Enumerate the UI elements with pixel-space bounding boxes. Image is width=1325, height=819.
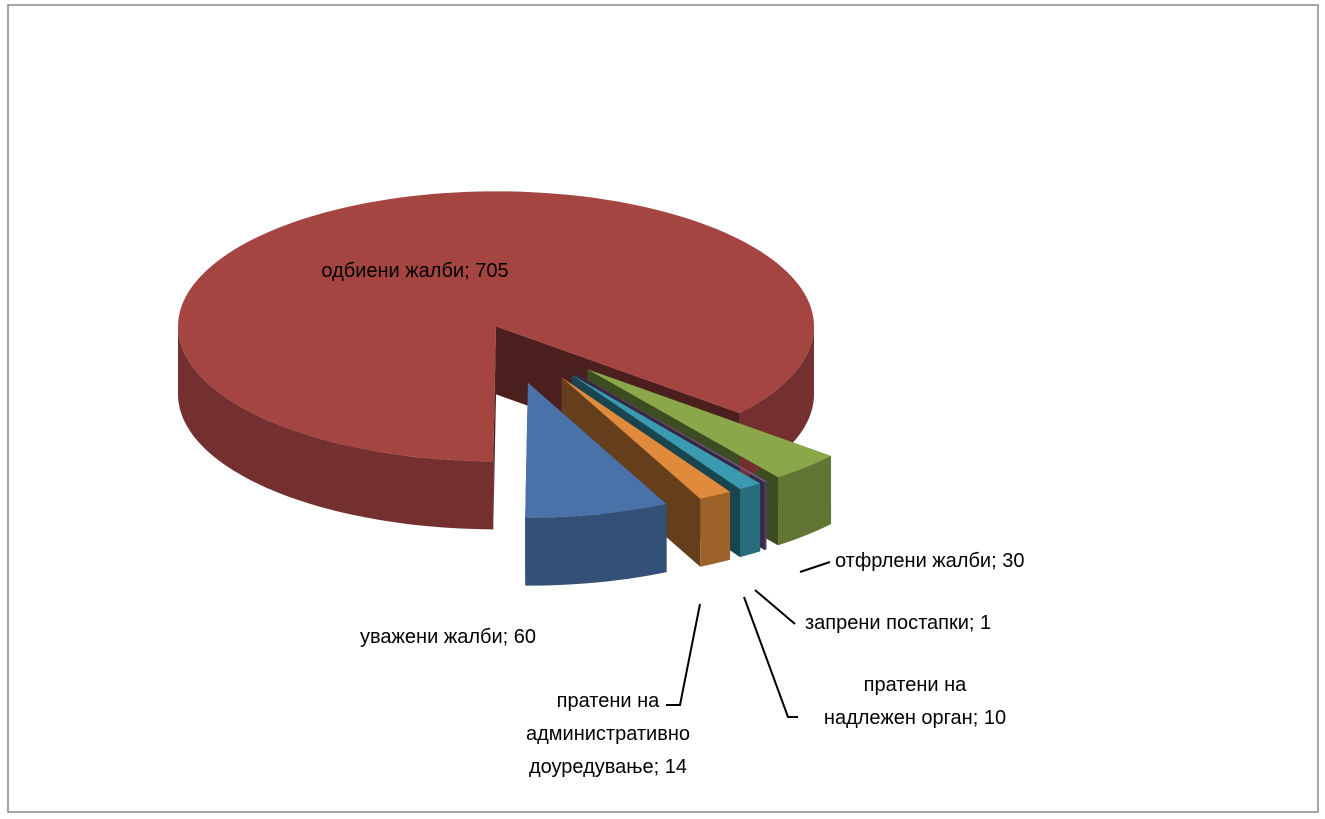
slice (525, 382, 667, 518)
leader-line (666, 603, 701, 706)
data-label: уважени жалби; 60 (360, 626, 536, 648)
slice-side (525, 504, 667, 586)
slice (571, 374, 761, 490)
slice (587, 369, 832, 478)
slice-side (700, 491, 731, 567)
leader-line (754, 589, 796, 625)
data-label: пратени на административно доуредување; 14 (526, 690, 690, 778)
slice (178, 191, 815, 462)
slice-side (178, 326, 494, 530)
data-label: пратени на надлежен орган; 10 (824, 674, 1006, 729)
pie-tops (178, 191, 832, 518)
data-label: одбиени жалби; 705 (321, 260, 508, 282)
slice-side (493, 326, 497, 530)
slice-side (764, 481, 767, 551)
labels: одбиени жалби; 705 уважени жалби; 60 прате… (321, 260, 1024, 778)
leader-line (799, 561, 831, 573)
leader-line (743, 596, 798, 718)
data-label: запрени постапки; 1 (805, 612, 991, 634)
data-label: отфрлени жалби; 30 (835, 550, 1024, 572)
slice-side (740, 483, 761, 558)
slice-side (778, 456, 832, 546)
slice (561, 377, 731, 499)
slice (575, 373, 767, 483)
